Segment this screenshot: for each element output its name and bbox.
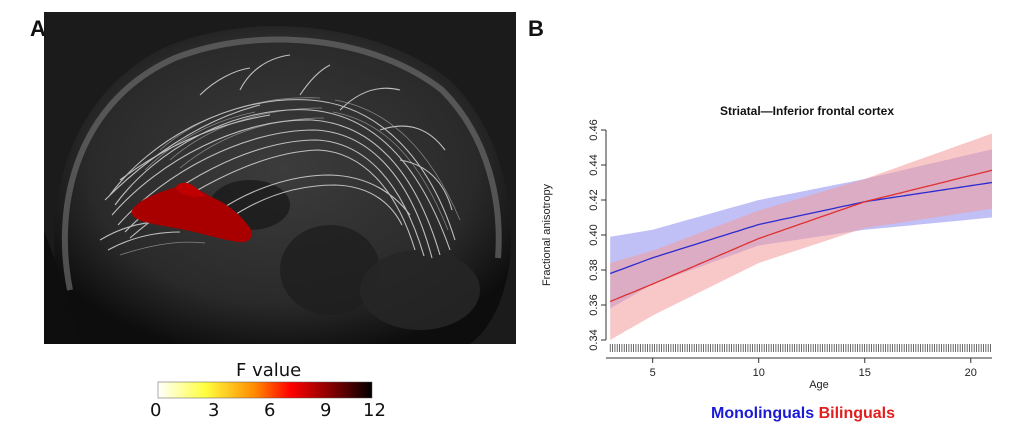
fiber-tracts [99,54,456,259]
series-line-bilinguals [609,169,993,303]
legend-bilinguals: Bilinguals [818,405,896,422]
x-tick-label: 10 [753,367,765,379]
legend-monolinguals: Monolinguals [711,405,815,422]
chart-title: Striatal—Inferior frontal cortex [720,104,894,118]
colorbar-title: F value [236,360,302,381]
y-tick-label: 0.46 [588,119,600,140]
y-tick-label: 0.36 [588,294,600,315]
colorbar-tick: 9 [320,400,332,421]
colorbar [157,381,373,399]
y-axis-label: Fractional anisotropy [541,183,553,286]
red-cluster [131,185,253,243]
brain-mri-image [44,12,516,399]
y-tick-label: 0.38 [588,259,600,280]
y-tick-label: 0.44 [588,154,600,175]
panel-b: B 0.34 0.36 0.38 0.40 0.42 0.44 0.46 5 10 15 20 Str… [520,0,1024,438]
fa-age-chart: 0.34 0.36 0.38 0.40 0.42 0.44 0.46 5 10 15 20 Stria… [541,104,993,391]
panel-a-letter: A [30,16,46,41]
x-axis-label: Age [809,379,829,391]
legend: Monolinguals Bilinguals [711,405,895,423]
y-tick-label: 0.34 [588,329,600,350]
panel-b-letter: B [528,16,544,41]
x-tick-label: 5 [650,367,656,379]
x-tick-label: 20 [965,367,977,379]
colorbar-tick: 0 [150,400,162,421]
y-tick-label: 0.42 [588,189,600,210]
ci-band-bilinguals [610,133,992,340]
panel-a: A [30,12,516,421]
colorbar-tick: 6 [264,400,276,421]
colorbar-tick: 3 [208,400,220,421]
colorbar-tick: 12 [363,400,386,421]
x-tick-label: 15 [859,367,871,379]
series-line-monolinguals [609,181,993,275]
y-tick-label: 0.40 [588,224,600,245]
